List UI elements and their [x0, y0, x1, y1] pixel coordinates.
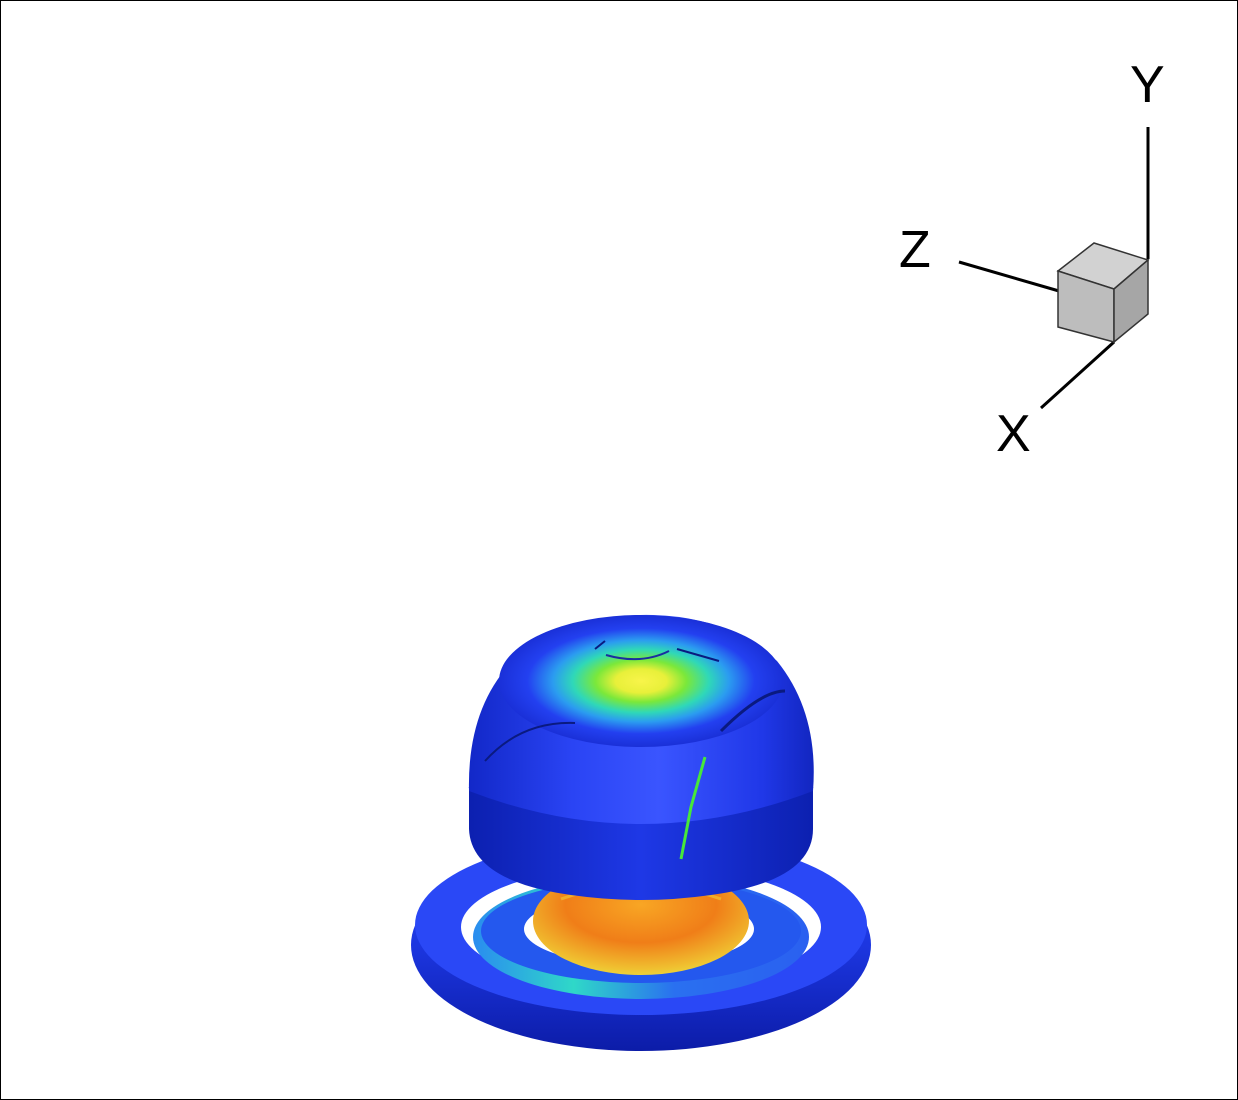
cube-side-face [1113, 258, 1149, 344]
z-axis-line [958, 260, 1060, 293]
dome-cap [468, 614, 814, 860]
x-axis-label: X [996, 405, 1031, 463]
orientation-cube [1056, 242, 1150, 344]
y-axis-label: Y [1130, 56, 1165, 114]
x-axis-line [1039, 340, 1116, 410]
z-axis-label: Z [899, 221, 931, 279]
isosurface [411, 614, 871, 1051]
orientation-axes: Y Z X [899, 56, 1165, 463]
